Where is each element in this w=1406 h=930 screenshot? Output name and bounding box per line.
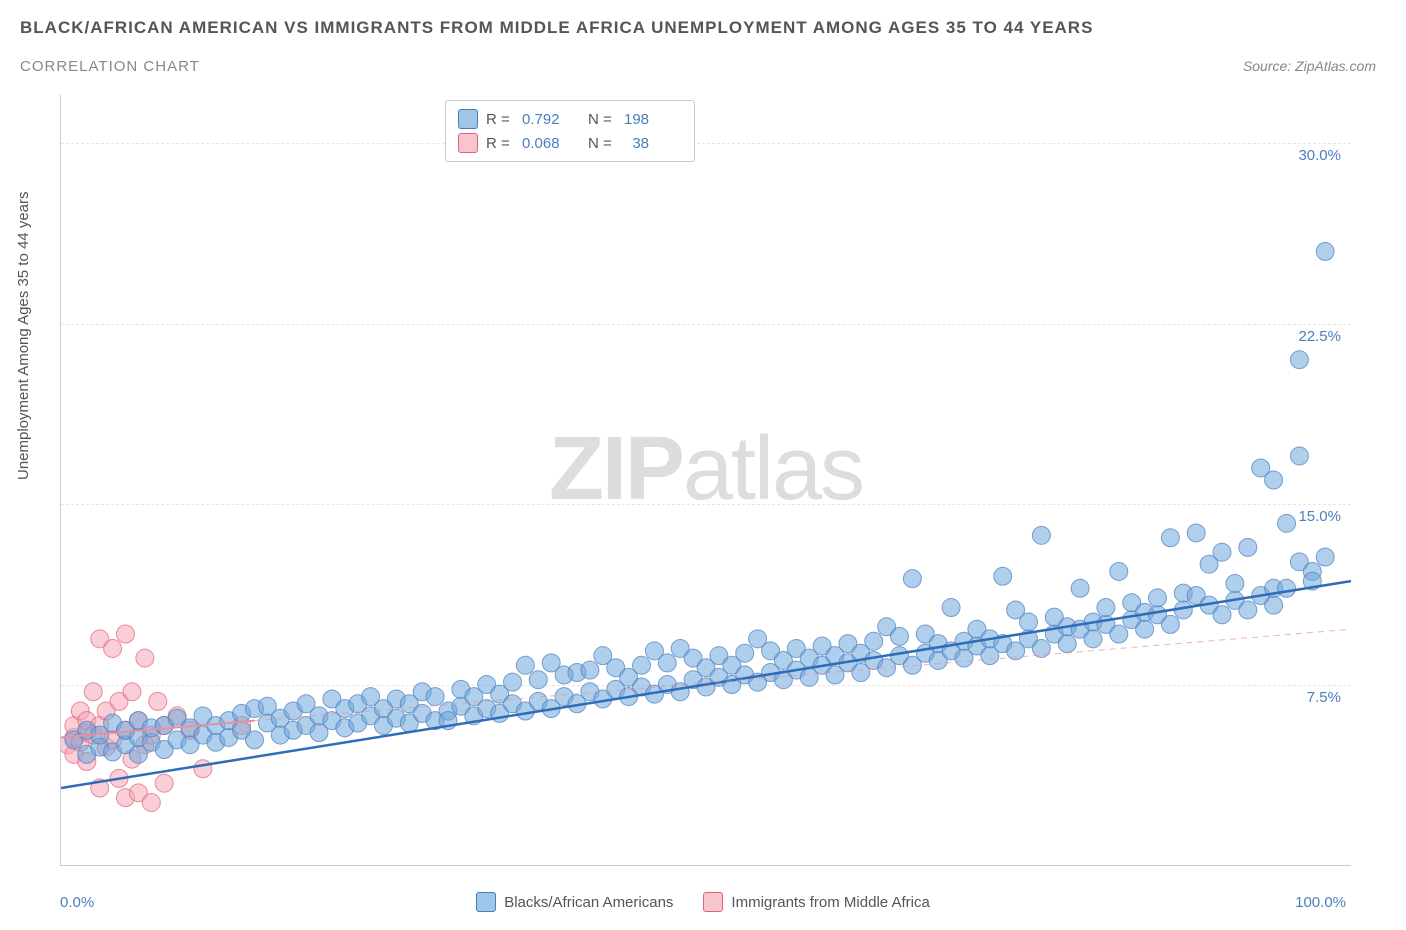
legend-swatch-pink [458, 133, 478, 153]
legend-item-blue: Blacks/African Americans [476, 892, 673, 912]
chart-subtitle: CORRELATION CHART [20, 58, 200, 75]
legend-swatch-pink-bottom [703, 892, 723, 912]
y-axis-label: Unemployment Among Ages 35 to 44 years [15, 191, 32, 480]
legend-swatch-blue-bottom [476, 892, 496, 912]
legend-item-pink: Immigrants from Middle Africa [703, 892, 929, 912]
n-value-pink: 38 [624, 135, 682, 152]
r-label: R = [486, 111, 514, 128]
n-value-blue: 198 [624, 111, 682, 128]
legend-label-blue: Blacks/African Americans [504, 894, 673, 911]
r-value-pink: 0.068 [522, 135, 580, 152]
chart-container: BLACK/AFRICAN AMERICAN VS IMMIGRANTS FRO… [0, 0, 1406, 930]
xtick-max: 100.0% [1295, 894, 1346, 911]
legend-swatch-blue [458, 109, 478, 129]
n-label: N = [588, 135, 616, 152]
legend-stat-row-pink: R = 0.068 N = 38 [458, 131, 682, 155]
xtick-min: 0.0% [60, 894, 94, 911]
chart-title: BLACK/AFRICAN AMERICAN VS IMMIGRANTS FRO… [20, 18, 1093, 38]
legend-stat-row-blue: R = 0.792 N = 198 [458, 107, 682, 131]
r-label: R = [486, 135, 514, 152]
plot-area: ZIPatlas 7.5%15.0%22.5%30.0% [60, 95, 1351, 866]
n-label: N = [588, 111, 616, 128]
legend-bottom: 0.0% Blacks/African Americans Immigrants… [0, 892, 1406, 912]
chart-svg [61, 95, 1351, 865]
source-attribution: Source: ZipAtlas.com [1243, 58, 1376, 74]
r-value-blue: 0.792 [522, 111, 580, 128]
legend-stats: R = 0.792 N = 198 R = 0.068 N = 38 [445, 100, 695, 162]
legend-label-pink: Immigrants from Middle Africa [731, 894, 929, 911]
